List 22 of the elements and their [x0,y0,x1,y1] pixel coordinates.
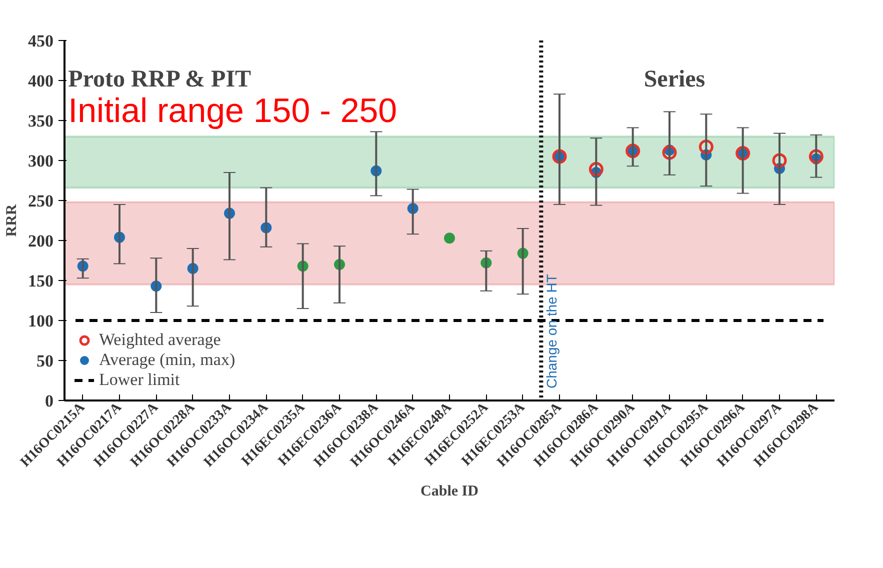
y-tick-label: 200 [28,232,54,250]
point [444,232,455,244]
annotation: Series [644,66,706,92]
point [588,162,604,177]
y-tick-label: 50 [36,352,54,370]
legend-label: Average (min, max) [99,350,236,370]
y-tick-label: 400 [28,72,54,90]
y-tick-label: 100 [28,312,54,330]
ref-line-label: Change on the HT [544,274,560,388]
y-tick-label: 250 [28,192,54,210]
y-tick-label: 150 [28,272,54,290]
point [808,149,824,164]
band-label: Initial range 150 - 250 [68,92,398,130]
y-tick-label: 300 [28,152,54,170]
legend-label: Weighted average [99,330,221,350]
legend-label: Lower limit [99,370,180,390]
x-axis-title: Cable ID [420,483,479,500]
y-axis-title: RRR [4,204,20,237]
y-tick-label: 350 [28,112,54,130]
point [698,140,714,154]
annotation: Proto RRP & PIT [68,66,252,92]
y-tick-label: 450 [28,32,54,50]
